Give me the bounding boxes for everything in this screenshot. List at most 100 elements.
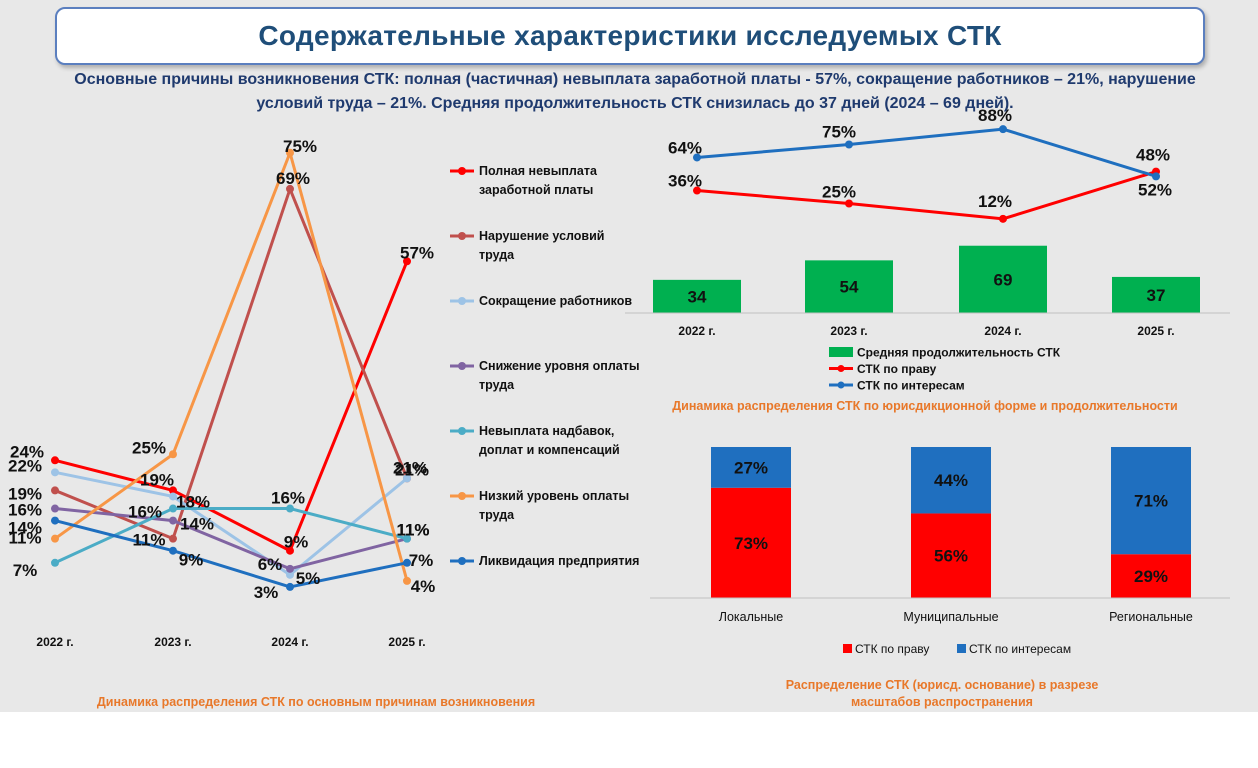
scale-stacked-chart xyxy=(650,447,1230,653)
causes-data-label-3-1: 14% xyxy=(180,515,214,534)
subtitle-line-1: Основные причины возникновения СТК: полн… xyxy=(74,71,1196,88)
causes-data-label-0-3: 57% xyxy=(400,243,434,262)
scale-x-tick-1: Муниципальные xyxy=(903,610,998,624)
causes-data-label-6-2: 3% xyxy=(254,583,279,602)
causes-legend-label-line: Нарушение условий xyxy=(479,229,605,243)
causes-data-label-6-0: 14% xyxy=(8,519,42,538)
duration-bar-label-2: 69 xyxy=(994,270,1013,289)
scale-label-right-2: 29% xyxy=(1134,567,1168,586)
scale-legend-label-0: СТК по праву xyxy=(855,642,929,656)
jurisdiction-data-label-0-1: 25% xyxy=(822,183,856,202)
jurisdiction-point-1-1 xyxy=(845,140,853,149)
jurisdiction-data-label-0-3: 52% xyxy=(1138,181,1172,200)
jurisdiction-legend-label-2: СТК по интересам xyxy=(857,379,965,393)
causes-legend-label-0: Полная невыплата заработной платы xyxy=(479,164,598,197)
duration-bar-0 xyxy=(653,279,741,313)
jurisdiction-data-label-1-0: 64% xyxy=(668,138,702,157)
scale-legend-swatch-0 xyxy=(843,644,852,653)
bottom-band xyxy=(0,712,1258,768)
causes-legend-label-2: Сокращение работников xyxy=(479,294,632,308)
causes-series-line-3 xyxy=(54,507,408,571)
causes-point-1-1 xyxy=(169,534,177,543)
causes-x-tick-3: 2025 г. xyxy=(388,635,425,649)
scale-legend-label-1: СТК по интересам xyxy=(969,642,1071,656)
scale-label-interest-2: 71% xyxy=(1134,492,1168,511)
causes-data-label-6-1: 9% xyxy=(179,551,204,570)
causes-series-line-6 xyxy=(54,519,408,589)
causes-legend-label-line: труда xyxy=(479,248,515,262)
causes-point-3-0 xyxy=(51,504,59,513)
causes-legend-label-line: заработной платы xyxy=(479,183,593,197)
causes-point-1-2 xyxy=(286,184,294,193)
causes-x-tick-1: 2023 г. xyxy=(154,635,191,649)
causes-x-tick-2: 2024 г. xyxy=(271,635,308,649)
causes-data-label-0-1: 19% xyxy=(140,470,174,489)
causes-legend-label-line: труда xyxy=(479,378,515,392)
subtitle: Основные причины возникновения СТК: полн… xyxy=(20,68,1250,116)
causes-point-5-2 xyxy=(286,148,294,157)
causes-data-label-3-2: 6% xyxy=(258,555,283,574)
causes-data-label-1-1: 11% xyxy=(132,531,165,550)
causes-point-2-2 xyxy=(286,570,294,579)
jurisdiction-data-label-1-1: 75% xyxy=(822,123,856,142)
jurisdiction-chart-title: Динамика распределения СТК по юрисдикцио… xyxy=(672,399,1177,413)
causes-point-2-1 xyxy=(169,492,177,501)
scale-x-tick-2: Региональные xyxy=(1109,610,1193,624)
causes-legend-label-line: доплат и компенсаций xyxy=(479,443,620,457)
causes-data-label-5-0: 11% xyxy=(8,529,41,548)
jurisdiction-x-tick-1: 2023 г. xyxy=(830,324,867,338)
duration-bar-3 xyxy=(1112,276,1200,313)
scale-bar-interest-1 xyxy=(911,447,991,514)
causes-data-label-0-2: 9% xyxy=(284,533,309,552)
causes-series-line-2 xyxy=(54,470,408,577)
causes-point-4-3 xyxy=(403,534,411,543)
causes-legend-label-line: Снижение уровня оплаты xyxy=(479,359,640,373)
scale-bar-right-1 xyxy=(911,513,991,598)
causes-legend-label-4: Невыплата надбавок, доплат и компенсаций xyxy=(479,424,620,457)
causes-point-6-0 xyxy=(51,516,59,525)
causes-point-3-1 xyxy=(169,516,177,525)
scale-chart-title-line-0: Распределение СТК (юрисд. основание) в р… xyxy=(786,678,1099,692)
causes-point-3-2 xyxy=(286,564,294,573)
causes-point-0-1 xyxy=(169,486,177,495)
causes-legend-marker-1 xyxy=(458,232,466,240)
causes-line-chart: Полная невыплата заработной платы Нарушени… xyxy=(51,148,640,591)
causes-data-label-5-1: 25% xyxy=(132,438,166,457)
causes-data-label-1-3: 21% xyxy=(393,458,427,477)
duration-bar-1 xyxy=(805,260,893,313)
scale-chart-title-line-1: масштабов распространения xyxy=(851,695,1033,709)
causes-legend-label-line: Ликвидация предприятия xyxy=(479,554,639,568)
jurisdiction-data-label-0-0: 36% xyxy=(668,172,702,191)
causes-data-label-4-1: 16% xyxy=(128,503,162,522)
causes-series-line-1 xyxy=(54,187,409,541)
causes-data-label-6-3: 7% xyxy=(409,551,434,570)
jurisdiction-data-label-1-2: 88% xyxy=(978,106,1012,125)
causes-legend-marker-6 xyxy=(458,557,466,565)
causes-data-label-4-2: 16% xyxy=(271,489,305,508)
causes-legend-label-1: Нарушение условий труда xyxy=(479,229,605,262)
causes-series-line-0 xyxy=(54,260,409,553)
causes-data-label-4-0: 7% xyxy=(13,561,38,580)
causes-series-line-5 xyxy=(54,151,409,582)
causes-data-label-2-1: 18% xyxy=(176,492,210,511)
causes-data-label-1-0: 19% xyxy=(8,484,42,503)
causes-point-5-3 xyxy=(403,576,411,585)
causes-chart-title: Динамика распределения СТК по основным п… xyxy=(97,695,535,709)
causes-legend-label-line: Невыплата надбавок, xyxy=(479,424,614,438)
causes-legend-marker-0 xyxy=(458,167,466,175)
causes-point-0-0 xyxy=(51,456,59,465)
jurisdiction-line-0 xyxy=(696,170,1157,221)
causes-data-label-1-2: 69% xyxy=(276,169,310,188)
causes-legend-marker-5 xyxy=(458,492,466,500)
duration-bar-2 xyxy=(959,245,1047,313)
scale-bar-interest-0 xyxy=(711,447,791,488)
causes-point-2-3 xyxy=(403,474,411,483)
causes-data-label-2-2: 5% xyxy=(296,569,321,588)
jurisdiction-point-0-0 xyxy=(693,186,701,195)
causes-legend-label-3: Снижение уровня оплаты труда xyxy=(479,359,640,392)
jurisdiction-x-tick-2: 2024 г. xyxy=(984,324,1021,338)
causes-point-6-2 xyxy=(286,582,294,591)
subtitle-line-2: условий труда – 21%. Средняя продолжител… xyxy=(256,95,1014,112)
jurisdiction-line-1 xyxy=(696,127,1157,178)
